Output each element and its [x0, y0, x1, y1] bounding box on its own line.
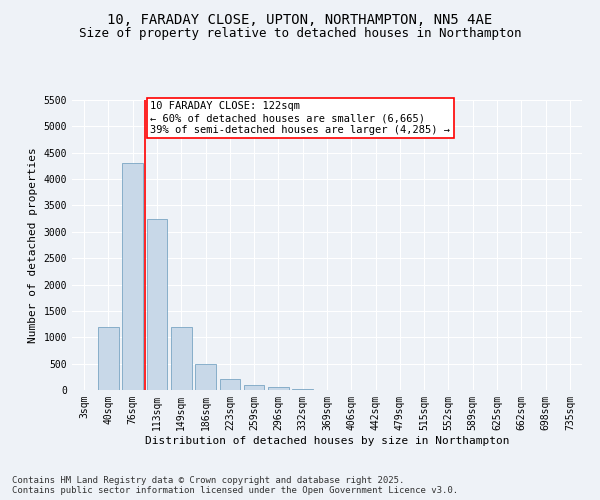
Bar	[244, 384, 265, 390]
Bar	[195, 364, 216, 390]
Text: 10 FARADAY CLOSE: 122sqm
← 60% of detached houses are smaller (6,665)
39% of sem: 10 FARADAY CLOSE: 122sqm ← 60% of detach…	[151, 102, 451, 134]
Bar	[98, 326, 119, 390]
Bar	[268, 388, 289, 390]
Bar	[171, 326, 191, 390]
Bar	[220, 380, 240, 390]
Bar	[146, 218, 167, 390]
Bar	[122, 164, 143, 390]
Y-axis label: Number of detached properties: Number of detached properties	[28, 147, 38, 343]
Text: Size of property relative to detached houses in Northampton: Size of property relative to detached ho…	[79, 28, 521, 40]
X-axis label: Distribution of detached houses by size in Northampton: Distribution of detached houses by size …	[145, 436, 509, 446]
Text: 10, FARADAY CLOSE, UPTON, NORTHAMPTON, NN5 4AE: 10, FARADAY CLOSE, UPTON, NORTHAMPTON, N…	[107, 12, 493, 26]
Text: Contains HM Land Registry data © Crown copyright and database right 2025.
Contai: Contains HM Land Registry data © Crown c…	[12, 476, 458, 495]
